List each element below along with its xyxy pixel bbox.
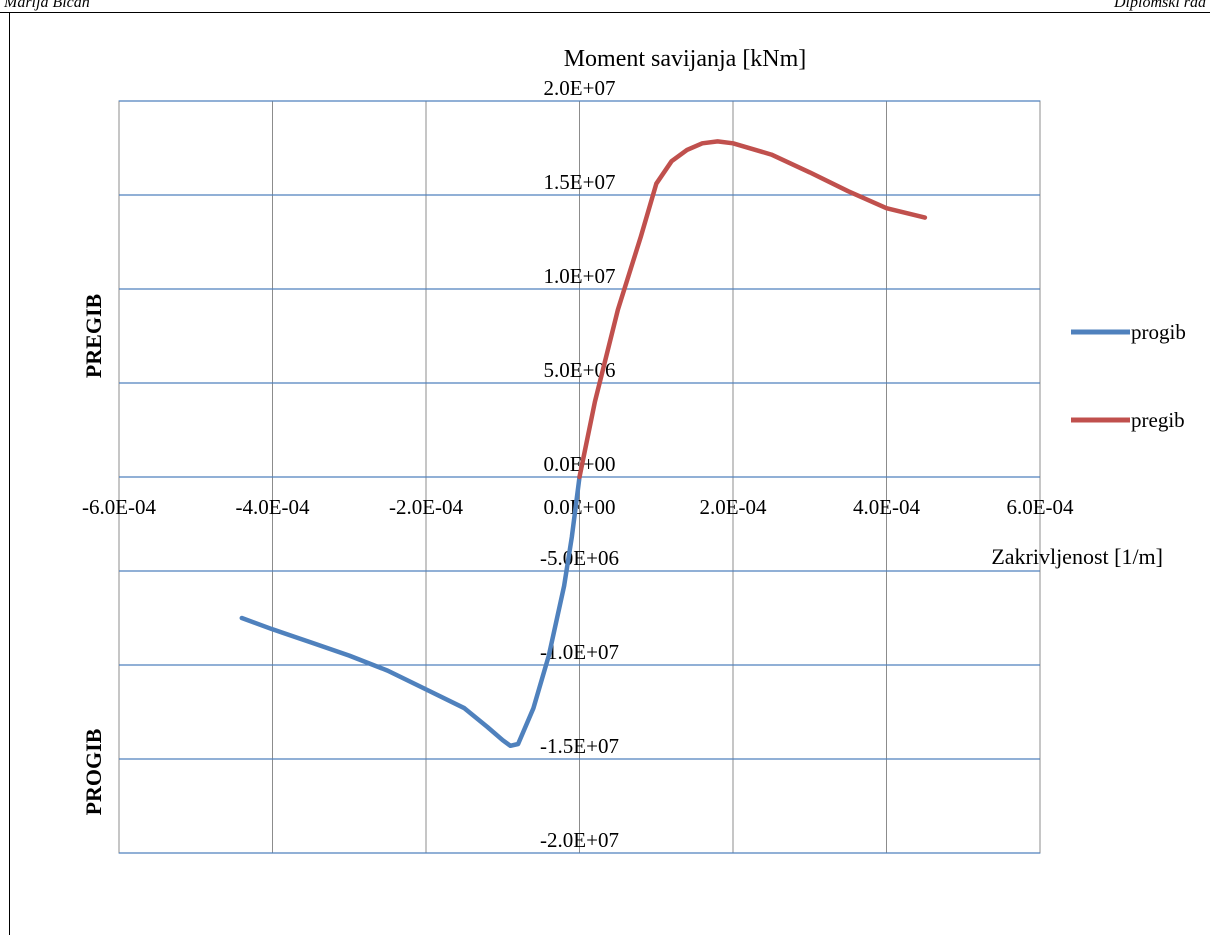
chart-title: Moment savijanja [kNm] [564,46,807,72]
y-axis-label-progib: PROGIB [81,728,106,815]
y-tick-label: 1.0E+07 [544,264,616,288]
y-tick-label: 1.5E+07 [544,170,616,194]
x-tick-label: 0.0E+00 [544,495,616,519]
x-axis-label: Zakrivljenost [1/m] [991,544,1163,569]
x-tick-label: -4.0E-04 [235,495,310,519]
series-lines [239,139,928,749]
y-tick-label: -1.5E+07 [540,734,619,758]
margin-rule [9,12,10,935]
series-line-pregib [577,139,928,480]
x-tick-label: 6.0E-04 [1006,495,1074,519]
legend: progib pregib [1071,320,1186,432]
x-tick-label: -2.0E-04 [389,495,464,519]
legend-label-progib: progib [1131,320,1186,344]
x-tick-label: 2.0E-04 [699,495,767,519]
x-tick-label: -6.0E-04 [82,495,157,519]
header-author: Marija Bican [4,0,90,11]
y-tick-label: -2.0E+07 [540,828,619,852]
series-line-progib [239,474,582,749]
y-tick-label: -5.0E+06 [540,546,619,570]
x-tick-label: 4.0E-04 [853,495,921,519]
y-tick-label: 2.0E+07 [544,76,616,100]
y-axis-label-pregib: PREGIB [81,294,106,379]
tick-labels: 2.0E+071.5E+071.0E+075.0E+060.0E+00-5.0E… [82,76,1074,852]
header-rule [0,12,1210,13]
header-document-type: Diplomski rad [1114,0,1206,11]
grid [118,100,1041,854]
legend-label-pregib: pregib [1131,408,1185,432]
